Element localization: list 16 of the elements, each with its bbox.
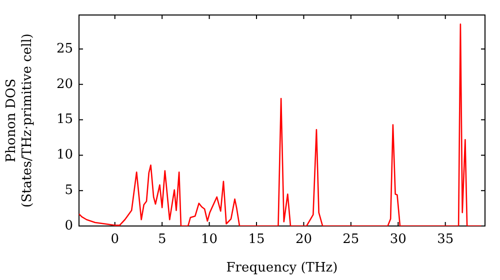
x-tick-label: 20 — [295, 232, 312, 248]
y-tick-label: 5 — [64, 182, 73, 198]
y-tick-label: 25 — [56, 41, 73, 56]
y-axis-title: Phonon DOS (States/THz·primitive cell) — [4, 33, 35, 208]
y-tick-label: 20 — [56, 76, 73, 92]
y-tick-label: 0 — [64, 218, 73, 234]
x-tick-label: 35 — [437, 232, 454, 248]
y-tick-label: 10 — [56, 148, 73, 163]
x-tick-label: 0 — [110, 232, 120, 248]
x-tick-label: 10 — [201, 232, 218, 248]
x-tick-label: 25 — [342, 232, 360, 248]
x-tick-label: 15 — [248, 232, 265, 248]
x-tick-label: 5 — [158, 232, 166, 248]
x-axis-title: Frequency (THz) — [226, 260, 338, 276]
y-tick-label: 15 — [56, 112, 73, 128]
x-tick-label: 30 — [390, 232, 406, 248]
